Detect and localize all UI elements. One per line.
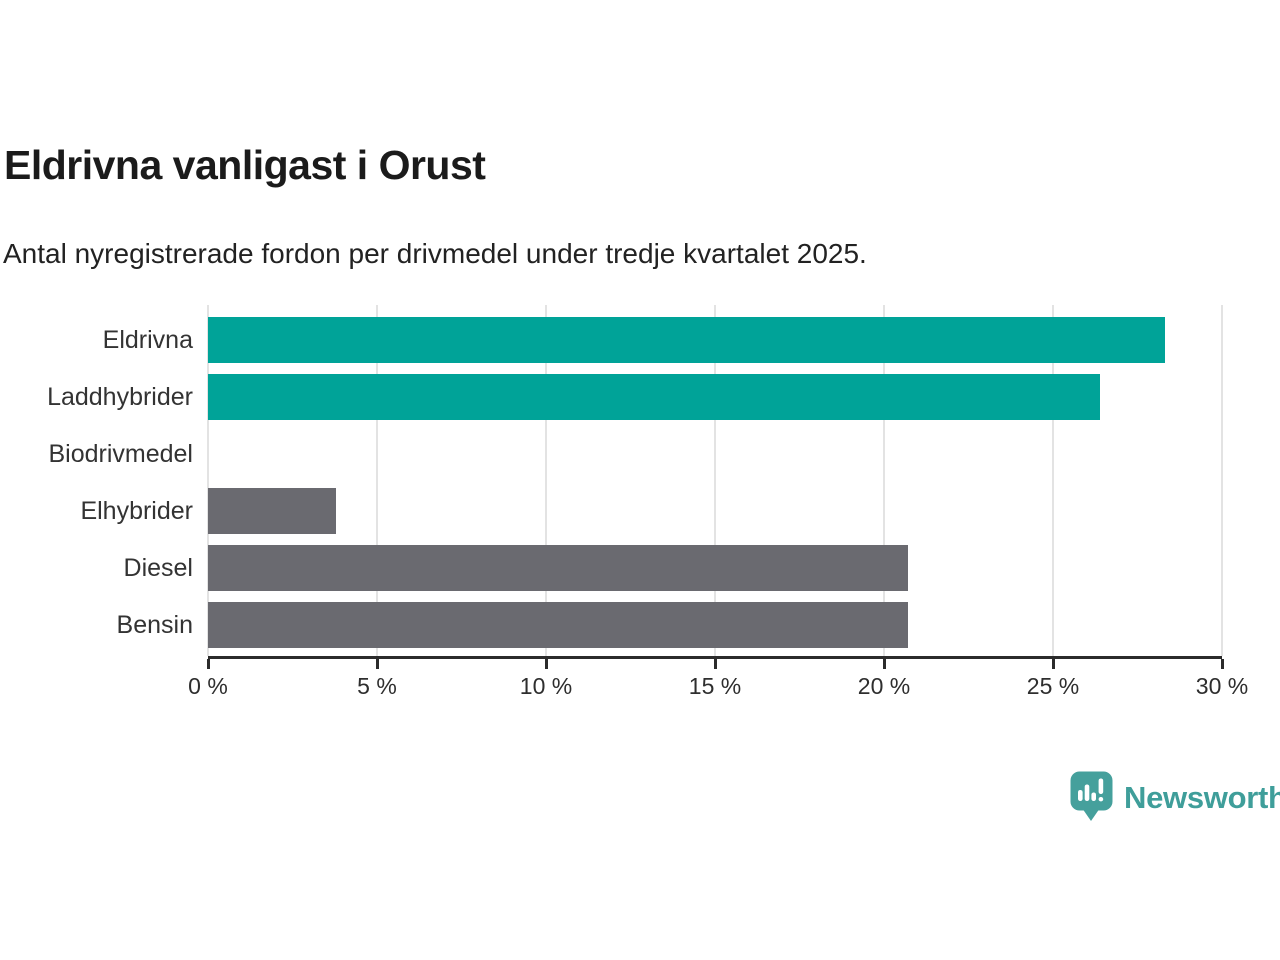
x-axis-tick-label-15: 15 % <box>688 673 742 699</box>
bar-diesel <box>208 545 908 591</box>
bar-elhybrider <box>208 488 337 534</box>
x-axis-tick-30 <box>1221 659 1224 669</box>
x-axis-tick-label-0: 0 % <box>188 673 228 699</box>
gridline-30 <box>1221 305 1223 656</box>
chart-title: Eldrivna vanligast i Orust <box>4 142 486 188</box>
bar-bensin <box>208 602 908 648</box>
newsworthy-wordmark: Newsworthy <box>1124 780 1280 815</box>
x-axis-tick-15 <box>714 659 717 669</box>
category-label-biodrivmedel: Biodrivmedel <box>48 440 193 468</box>
gridline-25 <box>1052 305 1054 656</box>
newsworthy-icon <box>1070 771 1113 821</box>
newsworthy-logo: Newsworthy <box>1070 771 1280 822</box>
x-axis-tick-label-5: 5 % <box>357 673 397 699</box>
x-axis-tick-0 <box>207 659 210 669</box>
category-label-bensin: Bensin <box>116 611 193 639</box>
gridline-10 <box>544 305 547 656</box>
bar-eldrivna <box>208 317 1165 363</box>
x-axis-tick-25 <box>1052 659 1055 669</box>
category-label-laddhybrider: Laddhybrider <box>47 383 193 411</box>
x-axis-tick-label-10: 10 % <box>519 673 573 699</box>
gridline-0 <box>207 305 209 656</box>
gridline-15 <box>714 305 716 656</box>
x-axis-tick-label-25: 25 % <box>1026 673 1080 699</box>
gridline-5 <box>375 305 378 656</box>
category-label-elhybrider: Elhybrider <box>80 497 193 525</box>
x-axis-tick-label-20: 20 % <box>857 673 911 699</box>
category-label-eldrivna: Eldrivna <box>102 326 193 354</box>
bar-laddhybrider <box>208 374 1101 420</box>
x-axis-tick-20 <box>882 659 886 669</box>
bar-chart-plot-area: 0 % 5 % 10 % 15 % 20 % 25 % 30 % <box>188 305 1248 699</box>
chart-subtitle: Antal nyregistrerade fordon per drivmede… <box>3 238 867 269</box>
x-axis-tick-label-30: 30 % <box>1195 673 1249 699</box>
gridline-20 <box>882 305 885 656</box>
category-label-column: Eldrivna Laddhybrider Biodrivmedel Elhybrid… <box>0 305 193 656</box>
category-label-diesel: Diesel <box>123 554 193 582</box>
x-axis-tick-5 <box>375 659 379 669</box>
x-axis-tick-10 <box>544 659 548 669</box>
